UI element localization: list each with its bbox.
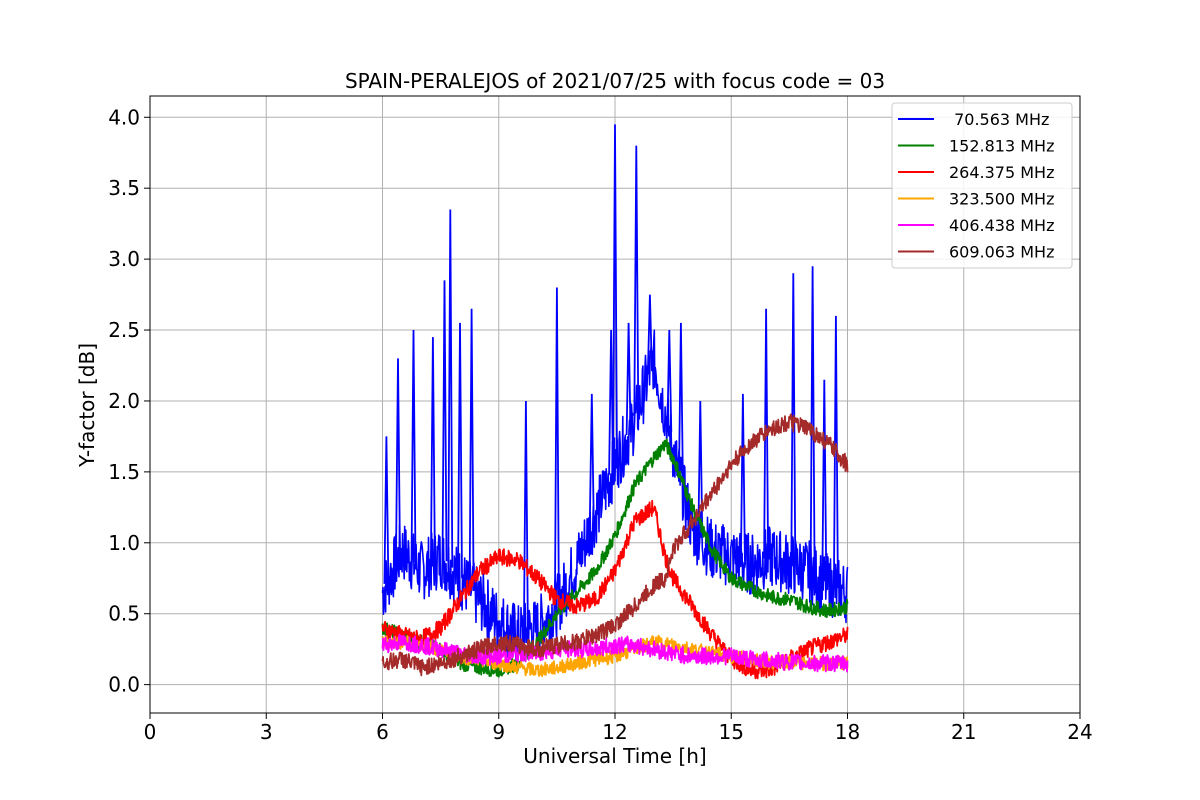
legend-item: 406.438 MHz bbox=[898, 216, 1054, 235]
x-tick-label: 6 bbox=[376, 720, 389, 744]
legend-box bbox=[891, 102, 1073, 269]
x-tick-label: 0 bbox=[144, 720, 157, 744]
series-spike bbox=[554, 287, 560, 607]
legend-label: 264.375 MHz bbox=[949, 163, 1054, 182]
y-axis-ticks: 0.0 0.5 1.0 1.5 2.0 2.5 3.0 3.5 4.0 bbox=[108, 105, 150, 697]
series-spike bbox=[790, 273, 797, 566]
x-tick-label: 3 bbox=[260, 720, 273, 744]
x-tick-label: 18 bbox=[835, 720, 860, 744]
series-spike bbox=[441, 280, 448, 562]
series-spike bbox=[612, 124, 618, 465]
legend-item: 152.813 MHz bbox=[898, 137, 1054, 156]
series-line-path bbox=[381, 413, 849, 677]
series-spike bbox=[395, 358, 401, 559]
series-spike bbox=[523, 400, 529, 633]
legend-label: 609.063 MHz bbox=[949, 243, 1054, 262]
y-tick-label: 2.0 bbox=[108, 389, 140, 413]
y-tick-label: 3.5 bbox=[108, 176, 140, 200]
series-spike bbox=[833, 315, 839, 589]
legend-label: 406.438 MHz bbox=[949, 216, 1054, 235]
y-tick-label: 1.0 bbox=[108, 531, 140, 555]
y-tick-label: 1.5 bbox=[108, 460, 140, 484]
series-spike bbox=[740, 393, 746, 562]
x-tick-label: 12 bbox=[602, 720, 627, 744]
series-spike bbox=[633, 145, 640, 416]
legend-item: 609.063 MHz bbox=[898, 243, 1054, 262]
y-tick-label: 4.0 bbox=[108, 105, 140, 129]
legend-item: 323.500 MHz bbox=[898, 190, 1054, 209]
series-spike bbox=[447, 209, 454, 568]
series-spike bbox=[763, 308, 769, 559]
legend: 70.563 MHz 152.813 MHz 264.375 MHz 323.500 … bbox=[891, 102, 1073, 269]
series-spike bbox=[588, 393, 595, 525]
x-tick-label: 15 bbox=[719, 720, 744, 744]
series-spike bbox=[821, 379, 828, 583]
legend-item: 70.563 MHz bbox=[898, 110, 1049, 129]
y-tick-label: 3.0 bbox=[108, 247, 140, 271]
y-axis-label: Y-factor [dB] bbox=[75, 343, 99, 468]
series-spike bbox=[468, 308, 475, 592]
x-tick-label: 9 bbox=[492, 720, 505, 744]
series-spike bbox=[697, 400, 704, 538]
x-axis-label: Universal Time [h] bbox=[523, 744, 706, 768]
x-tick-label: 21 bbox=[951, 720, 976, 744]
series-layer bbox=[381, 124, 849, 680]
series-spike bbox=[410, 329, 417, 563]
legend-item: 264.375 MHz bbox=[898, 163, 1054, 182]
series-spike bbox=[625, 322, 632, 436]
y-tick-label: 0.5 bbox=[108, 602, 140, 626]
series-0-line bbox=[381, 124, 849, 660]
series-spike bbox=[383, 436, 390, 584]
legend-label: 152.813 MHz bbox=[949, 137, 1054, 156]
y-tick-label: 2.5 bbox=[108, 318, 140, 342]
series-spike bbox=[809, 266, 816, 575]
series-spike bbox=[430, 337, 436, 563]
legend-label: 323.500 MHz bbox=[949, 190, 1054, 209]
series-spike bbox=[666, 329, 673, 433]
series-spike bbox=[647, 294, 653, 372]
series-5-line bbox=[381, 413, 849, 677]
series-spike bbox=[678, 322, 684, 482]
y-tick-label: 0.0 bbox=[108, 673, 140, 697]
series-spike bbox=[457, 322, 463, 579]
x-tick-label: 24 bbox=[1067, 720, 1092, 744]
chart-title: SPAIN-PERALEJOS of 2021/07/25 with focus… bbox=[345, 69, 885, 93]
x-axis-ticks: 0 3 6 9 12 15 18 21 24 bbox=[144, 713, 1093, 744]
legend-label: 70.563 MHz bbox=[949, 110, 1049, 129]
